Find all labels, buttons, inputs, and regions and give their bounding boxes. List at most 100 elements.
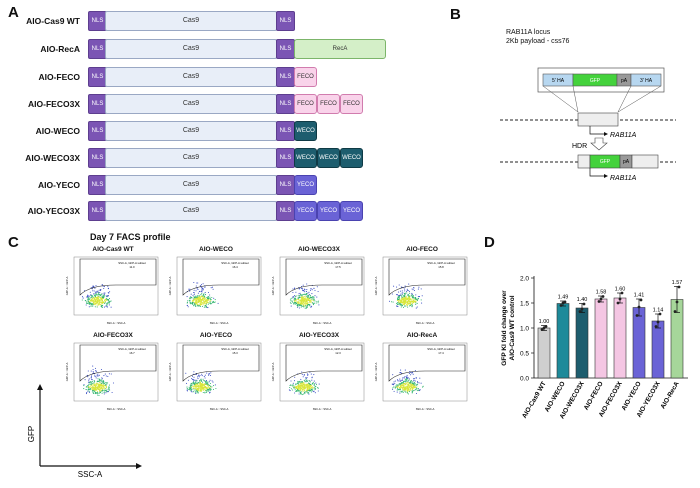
facs-event-dot <box>410 380 412 382</box>
facs-event-dot <box>106 385 108 387</box>
construct-label: AIO-WECO <box>35 126 80 136</box>
facs-event-dot <box>299 384 301 386</box>
facs-event-dot <box>100 380 102 382</box>
facs-event-dot <box>207 291 210 294</box>
facs-event-dot <box>197 376 199 378</box>
facs-event-dot <box>416 302 418 304</box>
facs-event-dot <box>302 301 304 303</box>
facs-event-dot <box>309 386 311 388</box>
facs-event-dot <box>107 387 109 389</box>
facs-event-dot <box>205 381 207 383</box>
facs-event-dot <box>318 383 320 385</box>
facs-event-dot <box>103 294 105 296</box>
facs-event-dot <box>420 382 422 384</box>
facs-event-dot <box>409 383 412 385</box>
facs-gate <box>388 258 466 296</box>
facs-event-dot <box>295 384 297 386</box>
facs-event-dot <box>403 381 405 383</box>
value-label: 1.57 <box>672 280 683 286</box>
facs-event-dot <box>412 289 414 291</box>
facs-event-dot <box>108 304 110 306</box>
facs-event-dot <box>403 390 405 392</box>
facs-event-dot <box>89 291 91 293</box>
facs-event-dot <box>192 298 194 300</box>
facs-event-dot <box>81 296 84 298</box>
facs-event-dot <box>98 390 100 392</box>
facs-event-dot <box>97 292 99 294</box>
facs-event-dot <box>398 384 400 386</box>
facs-event-dot <box>91 382 93 384</box>
facs-event-dot <box>197 301 199 304</box>
facs-event-dot <box>195 389 197 391</box>
fusion-domain: YECO <box>294 201 317 221</box>
facs-event-dot <box>209 379 211 381</box>
facs-event-dot <box>106 382 108 384</box>
facs-event-dot <box>214 384 216 386</box>
facs-event-dot <box>105 295 107 297</box>
fusion-domain: WECO <box>317 148 340 168</box>
facs-event-dot <box>217 302 219 304</box>
facs-event-dot <box>408 283 410 285</box>
facs-event-dot <box>396 384 398 386</box>
facs-x-axis-label: SSC-A :: SSC-A <box>416 407 435 411</box>
facs-event-dot <box>210 389 212 391</box>
facs-event-dot <box>412 388 414 390</box>
nls-domain-n: NLS <box>88 11 107 31</box>
pa-label-bottom: pA <box>623 159 630 165</box>
facs-event-dot <box>105 305 107 307</box>
facs-event-dot <box>96 303 98 305</box>
facs-event-dot <box>408 391 410 393</box>
facs-event-dot <box>88 390 90 393</box>
facs-event-dot <box>300 385 302 387</box>
construct-row: AIO-YECO NLS Cas9 NLS YECO <box>0 175 700 195</box>
facs-event-dot <box>399 390 401 392</box>
facs-event-dot <box>107 375 109 377</box>
facs-event-dot <box>110 373 112 375</box>
facs-event-dot <box>199 387 202 389</box>
facs-event-dot <box>202 298 204 300</box>
facs-event-dot <box>96 388 98 390</box>
facs-event-dot <box>299 387 301 389</box>
facs-event-dot <box>396 302 398 304</box>
facs-event-dot <box>406 297 408 300</box>
facs-event-dot <box>88 388 90 390</box>
facs-event-dot <box>192 391 194 393</box>
facs-event-dot <box>204 388 206 390</box>
facs-event-dot <box>193 305 195 307</box>
facs-event-dot <box>306 283 308 285</box>
facs-event-dot <box>206 384 209 386</box>
facs-event-dot <box>195 300 197 302</box>
facs-event-dot <box>104 390 106 392</box>
facs-event-dot <box>98 301 100 303</box>
facs-event-dot <box>310 288 312 290</box>
facs-event-dot <box>86 302 89 304</box>
facs-event-dot <box>208 302 210 304</box>
facs-event-dot <box>189 297 191 299</box>
facs-event-dot <box>391 383 393 385</box>
fusion-domain: RecA <box>294 39 386 59</box>
nls-domain-c: NLS <box>276 94 295 114</box>
facs-event-dot <box>107 295 109 297</box>
facs-event-dot <box>206 372 208 374</box>
facs-event-dot <box>407 383 409 385</box>
facs-gate <box>388 344 466 382</box>
cas9-domain: Cas9 <box>105 201 277 221</box>
facs-axis-legend: GFP SSC-A <box>28 384 142 479</box>
facs-event-dot <box>305 389 307 392</box>
right-homology-arm <box>630 73 662 87</box>
facs-event-dot <box>92 300 94 302</box>
facs-event-dot <box>402 382 404 384</box>
facs-event-dot <box>301 383 304 385</box>
facs-event-dot <box>412 299 414 301</box>
facs-event-dot <box>310 391 313 393</box>
facs-event-dot <box>396 299 398 302</box>
facs-event-dot <box>92 385 94 388</box>
facs-event-dot <box>196 384 198 386</box>
facs-event-dot <box>189 301 191 303</box>
gfp-label-bottom: GFP <box>600 159 611 165</box>
construct-row: AIO-Cas9 WT NLS Cas9 NLS <box>0 11 700 31</box>
facs-event-dot <box>401 379 403 381</box>
facs-event-dot <box>407 293 409 296</box>
facs-event-dot <box>307 302 309 304</box>
